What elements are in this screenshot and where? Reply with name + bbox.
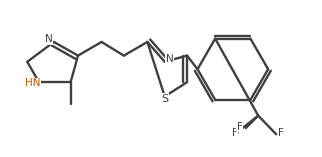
- Text: F: F: [232, 128, 238, 138]
- Text: N: N: [45, 35, 53, 44]
- Text: N: N: [166, 54, 174, 64]
- Text: F: F: [278, 128, 284, 138]
- Text: HN: HN: [25, 78, 41, 88]
- Text: F: F: [237, 122, 242, 132]
- Text: S: S: [161, 94, 168, 104]
